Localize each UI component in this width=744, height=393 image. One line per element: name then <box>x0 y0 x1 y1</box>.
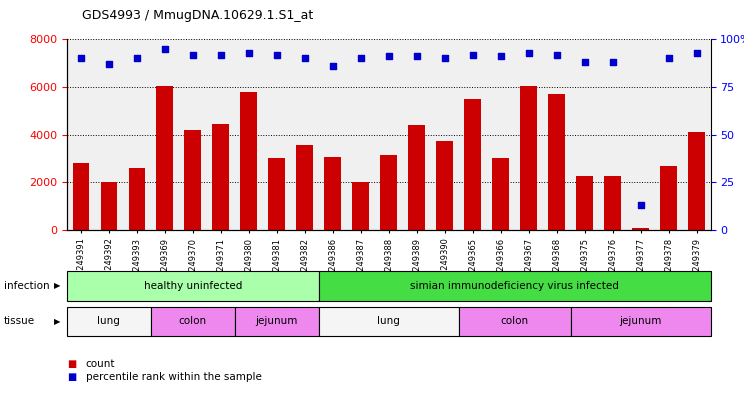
Bar <box>324 157 341 230</box>
Point <box>635 202 647 208</box>
Bar <box>520 86 537 230</box>
Point <box>299 55 311 61</box>
Text: ▶: ▶ <box>54 281 60 290</box>
Bar <box>156 86 173 230</box>
Point <box>439 55 451 61</box>
Bar <box>353 182 369 230</box>
Bar <box>240 92 257 230</box>
Text: infection: infection <box>4 281 49 291</box>
Point <box>131 55 143 61</box>
Bar <box>129 168 145 230</box>
Text: lung: lung <box>97 316 121 326</box>
Bar <box>464 99 481 230</box>
Point <box>551 51 562 58</box>
Point <box>243 50 254 56</box>
Point <box>382 53 394 60</box>
Text: ■: ■ <box>67 358 76 369</box>
Bar <box>548 94 565 230</box>
Text: simian immunodeficiency virus infected: simian immunodeficiency virus infected <box>410 281 619 291</box>
Point <box>411 53 423 60</box>
Text: colon: colon <box>501 316 529 326</box>
Bar <box>436 141 453 230</box>
Bar <box>604 176 621 230</box>
Point <box>75 55 87 61</box>
Bar <box>632 228 649 230</box>
Point <box>663 55 675 61</box>
Bar <box>408 125 425 230</box>
Point <box>355 55 367 61</box>
Point <box>606 59 618 65</box>
Text: jejunum: jejunum <box>256 316 298 326</box>
Bar <box>73 163 89 230</box>
Text: healthy uninfected: healthy uninfected <box>144 281 242 291</box>
Bar <box>269 158 285 230</box>
Bar <box>213 124 229 230</box>
Point <box>523 50 535 56</box>
Text: colon: colon <box>179 316 207 326</box>
Point <box>215 51 227 58</box>
Bar <box>185 130 202 230</box>
Point <box>327 63 339 69</box>
Bar <box>380 155 397 230</box>
Text: percentile rank within the sample: percentile rank within the sample <box>86 372 261 382</box>
Point <box>271 51 283 58</box>
Bar <box>100 182 118 230</box>
Bar <box>296 145 313 230</box>
Bar <box>688 132 705 230</box>
Point <box>579 59 591 65</box>
Text: ▶: ▶ <box>54 317 60 326</box>
Point <box>690 50 702 56</box>
Text: count: count <box>86 358 115 369</box>
Text: tissue: tissue <box>4 316 35 326</box>
Text: GDS4993 / MmugDNA.10629.1.S1_at: GDS4993 / MmugDNA.10629.1.S1_at <box>82 9 313 22</box>
Point <box>187 51 199 58</box>
Bar <box>493 158 509 230</box>
Text: jejunum: jejunum <box>620 316 661 326</box>
Bar <box>660 165 677 230</box>
Bar <box>576 176 593 230</box>
Point <box>159 46 171 52</box>
Point <box>495 53 507 60</box>
Text: lung: lung <box>377 316 400 326</box>
Text: ■: ■ <box>67 372 76 382</box>
Point <box>466 51 478 58</box>
Point <box>103 61 115 67</box>
